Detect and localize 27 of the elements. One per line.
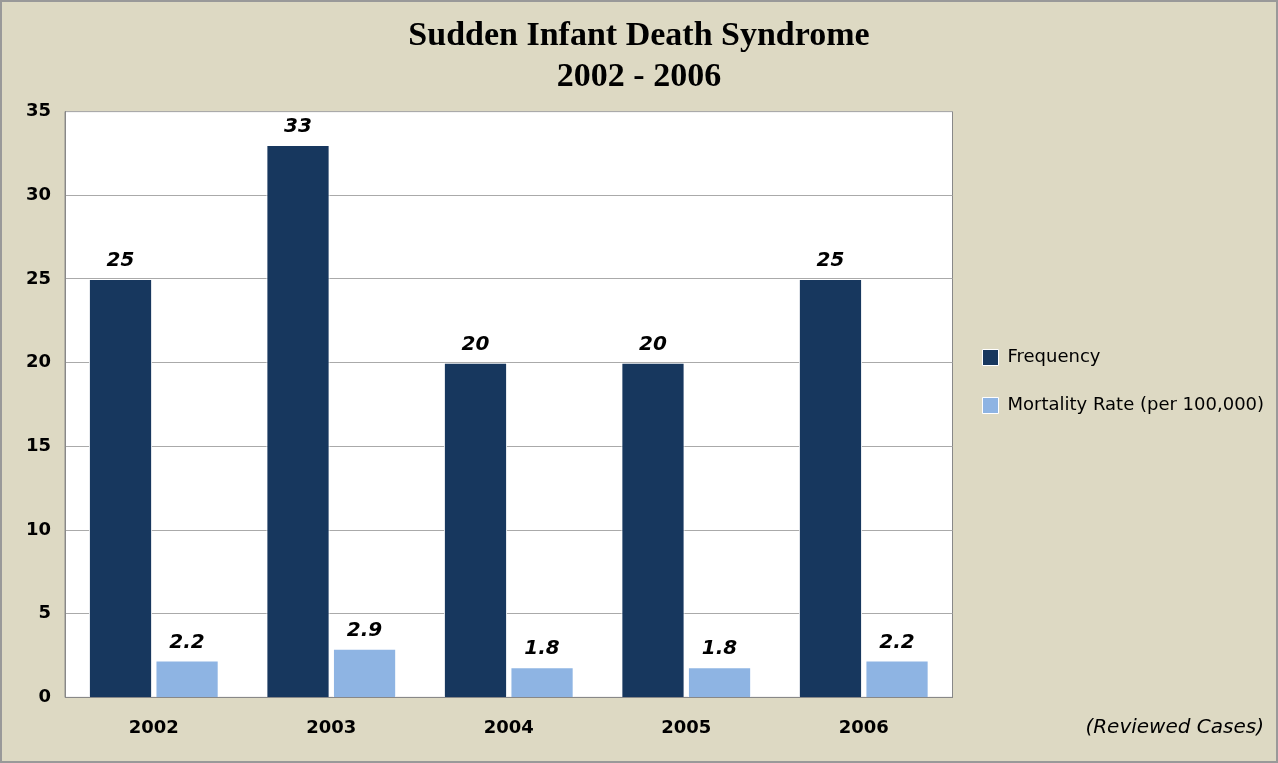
y-tick-label: 0	[38, 685, 52, 707]
y-tick-label: 5	[38, 601, 52, 623]
x-tick-label: 2002	[128, 715, 179, 737]
data-label: 2.2	[879, 628, 915, 653]
legend-label: Frequency	[1007, 345, 1101, 367]
y-tick-label: 10	[25, 517, 52, 539]
chart-title: Sudden Infant Death Syndrome 2002 - 2006	[408, 15, 870, 93]
y-tick-label: 35	[25, 99, 52, 121]
legend-label: Mortality Rate (per 100,000)	[1007, 393, 1265, 415]
x-tick-label: 2006	[838, 715, 889, 737]
data-label: 2.9	[346, 617, 383, 642]
data-label: 25	[816, 247, 845, 272]
data-label: 1.8	[701, 635, 738, 660]
x-tick-label: 2005	[661, 715, 712, 737]
x-tick-label: 2004	[483, 715, 534, 737]
y-tick-label: 20	[25, 350, 52, 372]
data-label: 33	[284, 113, 312, 138]
y-tick-label: 15	[25, 434, 52, 456]
data-label: 20	[639, 330, 667, 355]
y-tick-label: 25	[25, 266, 52, 288]
text: (Reviewed Cases)	[1085, 713, 1264, 738]
data-label: 1.8	[524, 635, 560, 660]
data-label: 20	[461, 330, 490, 355]
data-label: 2.2	[169, 628, 205, 653]
x-tick-label: 2003	[306, 715, 357, 737]
data-label: 25	[106, 247, 135, 272]
y-tick-label: 30	[25, 182, 52, 204]
